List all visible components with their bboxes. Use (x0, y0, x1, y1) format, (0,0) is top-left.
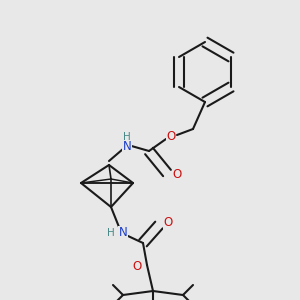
Text: H: H (107, 228, 115, 238)
Text: N: N (118, 226, 127, 239)
Text: O: O (164, 217, 172, 230)
Text: H: H (123, 132, 131, 142)
Text: N: N (123, 140, 131, 154)
Text: O: O (132, 260, 142, 274)
Text: O: O (167, 130, 176, 143)
Text: O: O (172, 169, 182, 182)
